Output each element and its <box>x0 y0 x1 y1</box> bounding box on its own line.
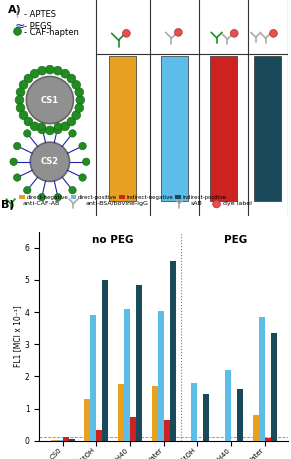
Y-axis label: FL1 [MCI x 10⁻¹]: FL1 [MCI x 10⁻¹] <box>13 305 22 367</box>
Circle shape <box>54 193 62 201</box>
Circle shape <box>30 69 39 78</box>
Text: sAB: sAB <box>191 202 203 207</box>
Circle shape <box>19 111 28 120</box>
Circle shape <box>72 111 81 120</box>
Bar <box>225 370 231 441</box>
Bar <box>136 285 142 441</box>
Text: dye label: dye label <box>223 202 252 207</box>
Bar <box>63 437 69 441</box>
Text: CS2: CS2 <box>41 157 59 166</box>
Legend: direct-negative, direct-positive, indirect-negative, indirect-positive: direct-negative, direct-positive, indire… <box>17 193 229 202</box>
Circle shape <box>79 142 86 150</box>
Circle shape <box>16 103 25 112</box>
Bar <box>271 333 277 441</box>
Bar <box>124 309 130 441</box>
Circle shape <box>38 125 47 134</box>
Circle shape <box>75 88 84 96</box>
Circle shape <box>38 193 46 201</box>
Bar <box>254 56 281 201</box>
Circle shape <box>24 117 33 126</box>
Circle shape <box>10 158 17 166</box>
Bar <box>191 383 197 441</box>
Circle shape <box>13 174 21 181</box>
Bar <box>170 261 176 441</box>
Text: - PEGS: - PEGS <box>24 22 52 31</box>
Circle shape <box>61 122 70 131</box>
Circle shape <box>75 103 84 112</box>
Text: - APTES: - APTES <box>24 10 56 19</box>
Circle shape <box>53 125 62 134</box>
Circle shape <box>26 77 73 123</box>
Circle shape <box>24 130 31 137</box>
Bar <box>152 386 158 441</box>
Bar <box>51 440 57 441</box>
Text: PEG: PEG <box>224 235 248 245</box>
Circle shape <box>174 28 182 36</box>
Circle shape <box>213 200 221 208</box>
Circle shape <box>30 142 70 181</box>
Circle shape <box>69 130 76 137</box>
Bar <box>265 438 271 441</box>
Text: CS1: CS1 <box>41 95 59 105</box>
Circle shape <box>67 74 76 83</box>
Circle shape <box>76 95 85 105</box>
Bar <box>96 430 102 441</box>
Circle shape <box>45 126 54 135</box>
Text: B): B) <box>1 201 14 211</box>
Bar <box>90 315 96 441</box>
Bar <box>259 317 265 441</box>
Bar <box>210 56 237 201</box>
Circle shape <box>24 186 31 194</box>
Bar <box>84 399 90 441</box>
Bar <box>164 420 170 441</box>
Text: ≈: ≈ <box>15 20 25 33</box>
Circle shape <box>79 174 86 181</box>
Text: anti-CAF-AB: anti-CAF-AB <box>22 202 60 207</box>
Circle shape <box>38 66 47 75</box>
Bar <box>102 280 109 441</box>
Text: /: / <box>15 8 22 18</box>
Bar <box>69 439 75 441</box>
Text: no PEG: no PEG <box>93 235 134 245</box>
Circle shape <box>123 29 130 37</box>
Circle shape <box>230 29 238 37</box>
Circle shape <box>72 80 81 89</box>
Circle shape <box>53 66 62 75</box>
Bar <box>109 56 136 201</box>
Circle shape <box>16 88 25 96</box>
Circle shape <box>69 186 76 194</box>
Bar <box>161 56 188 201</box>
Circle shape <box>45 65 54 74</box>
Circle shape <box>13 142 21 150</box>
Bar <box>203 394 210 441</box>
Text: anti-BSA/bovine-IgG: anti-BSA/bovine-IgG <box>85 202 148 207</box>
Circle shape <box>38 123 46 130</box>
Text: - CAF-hapten: - CAF-hapten <box>24 28 79 38</box>
Circle shape <box>15 95 24 105</box>
Circle shape <box>14 28 22 35</box>
Circle shape <box>30 122 39 131</box>
Circle shape <box>24 74 33 83</box>
Circle shape <box>82 158 90 166</box>
Circle shape <box>269 29 277 37</box>
Bar <box>130 417 136 441</box>
Circle shape <box>54 123 62 130</box>
Bar <box>118 385 124 441</box>
Circle shape <box>19 80 28 89</box>
Text: A): A) <box>8 5 22 15</box>
Bar <box>158 310 164 441</box>
Bar <box>237 389 243 441</box>
Bar <box>253 415 259 441</box>
Circle shape <box>67 117 76 126</box>
Bar <box>57 440 63 441</box>
Circle shape <box>61 69 70 78</box>
